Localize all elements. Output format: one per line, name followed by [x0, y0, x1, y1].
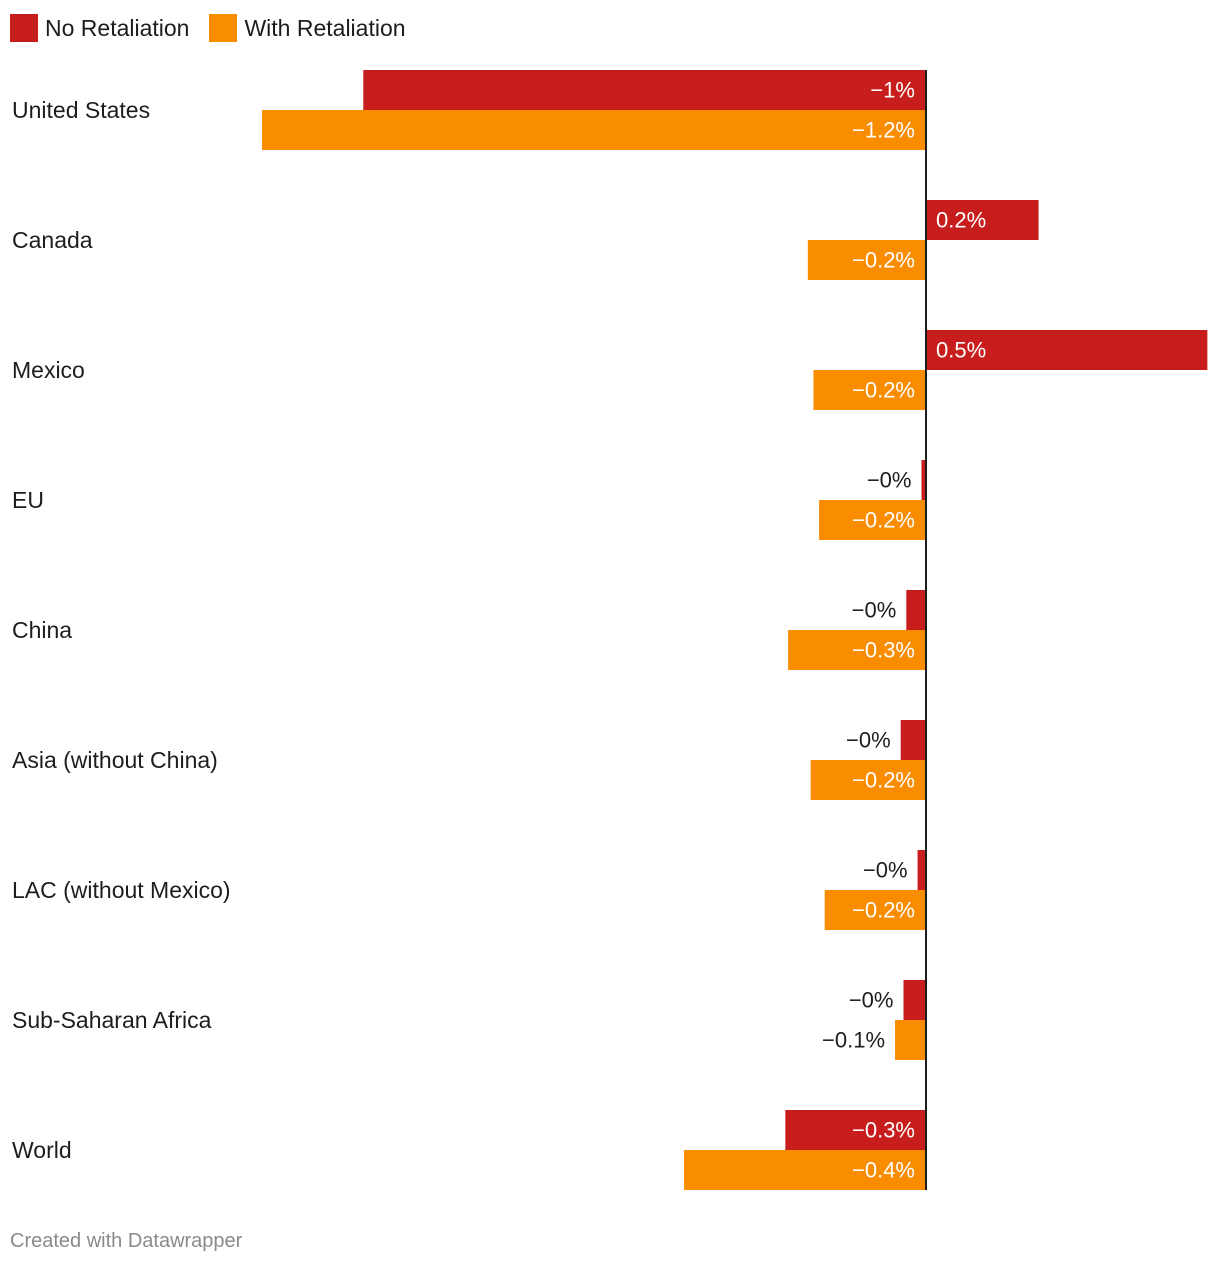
bar-no-retaliation-canada: [926, 200, 1039, 240]
legend-item-with-retaliation: With Retaliation: [209, 14, 406, 42]
bar-with-retaliation-asia-without-china: [810, 760, 926, 800]
category-label-eu: EU: [12, 487, 44, 513]
value-label-with-retaliation-asia-without-china: −0.2%: [852, 768, 915, 793]
bar-with-retaliation-china: [788, 630, 926, 670]
legend-swatch-no-retaliation: [10, 14, 38, 42]
value-label-with-retaliation-world: −0.4%: [852, 1158, 915, 1183]
bar-with-retaliation-eu: [819, 500, 926, 540]
bar-with-retaliation-lac-without-mexico: [824, 890, 926, 930]
value-label-with-retaliation-china: −0.3%: [852, 638, 915, 663]
value-label-with-retaliation-canada: −0.2%: [852, 248, 915, 273]
category-label-china: China: [12, 617, 72, 643]
datawrapper-credit: Created with Datawrapper: [10, 1230, 243, 1252]
category-label-lac-without-mexico: LAC (without Mexico): [12, 877, 231, 903]
legend-swatch-with-retaliation: [209, 14, 238, 42]
category-label-asia-without-china: Asia (without China): [12, 747, 218, 773]
category-label-world: World: [12, 1137, 72, 1163]
category-label-united-states: United States: [12, 97, 150, 123]
bar-with-retaliation-united-states: [262, 110, 926, 150]
legend-item-no-retaliation: No Retaliation: [10, 14, 189, 42]
bar-no-retaliation-asia-without-china: [900, 720, 926, 760]
category-label-canada: Canada: [12, 227, 93, 253]
legend-label-with-retaliation: With Retaliation: [244, 14, 406, 41]
value-label-no-retaliation-asia-without-china: −0%: [846, 728, 891, 753]
category-label-mexico: Mexico: [12, 357, 85, 383]
value-label-with-retaliation-sub-saharan-africa: −0.1%: [822, 1028, 885, 1053]
bar-with-retaliation-world: [684, 1150, 926, 1190]
bar-no-retaliation-lac-without-mexico: [917, 850, 926, 890]
value-label-with-retaliation-united-states: −1.2%: [852, 118, 915, 143]
value-label-no-retaliation-united-states: −1%: [870, 78, 915, 103]
bar-with-retaliation-sub-saharan-africa: [895, 1020, 926, 1060]
bar-no-retaliation-china: [906, 590, 926, 630]
value-label-no-retaliation-china: −0%: [852, 598, 897, 623]
legend-label-no-retaliation: No Retaliation: [45, 14, 190, 41]
value-label-no-retaliation-world: −0.3%: [852, 1118, 915, 1143]
value-label-with-retaliation-eu: −0.2%: [852, 508, 915, 533]
bar-no-retaliation-eu: [921, 460, 926, 500]
value-label-no-retaliation-eu: −0%: [867, 468, 912, 493]
value-label-no-retaliation-lac-without-mexico: −0%: [863, 858, 908, 883]
category-label-sub-saharan-africa: Sub-Saharan Africa: [12, 1007, 212, 1033]
bar-with-retaliation-canada: [807, 240, 926, 280]
legend: No Retaliation With Retaliation: [10, 12, 426, 44]
value-label-no-retaliation-canada: 0.2%: [936, 208, 986, 233]
bar-no-retaliation-world: [785, 1110, 926, 1150]
bar-with-retaliation-mexico: [813, 370, 926, 410]
bar-no-retaliation-sub-saharan-africa: [903, 980, 926, 1020]
bar-no-retaliation-mexico: [926, 330, 1208, 370]
value-label-with-retaliation-mexico: −0.2%: [852, 378, 915, 403]
value-label-with-retaliation-lac-without-mexico: −0.2%: [852, 898, 915, 923]
value-label-no-retaliation-mexico: 0.5%: [936, 338, 986, 363]
bar-no-retaliation-united-states: [363, 70, 926, 110]
value-label-no-retaliation-sub-saharan-africa: −0%: [849, 988, 894, 1013]
